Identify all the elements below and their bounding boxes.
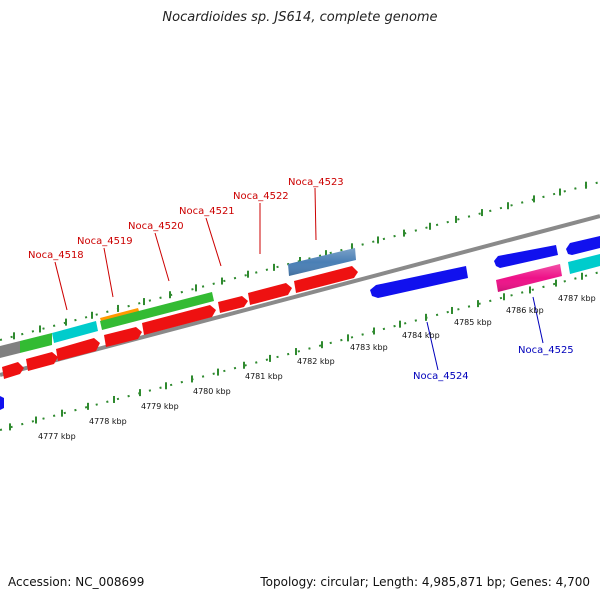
- reverse-gene-labels: Noca_4524 Noca_4525: [413, 345, 574, 382]
- tick-label: 4780 kbp: [193, 387, 231, 396]
- gene-arrow: [142, 305, 216, 335]
- gene-label-noca-4524: Noca_4524: [413, 371, 469, 382]
- gene-arrow: [248, 283, 292, 305]
- gene-label-noca-4522: Noca_4522: [233, 191, 289, 202]
- outer-major-ticks: [13, 181, 587, 340]
- gene-arrow: [370, 266, 468, 298]
- gene-arrow: [2, 362, 24, 379]
- kbp-tick-labels: 4777 kbp 4778 kbp 4779 kbp 4780 kbp 4781…: [38, 294, 596, 441]
- gene-label-noca-4525: Noca_4525: [518, 345, 574, 356]
- gene-label-noca-4523: Noca_4523: [288, 177, 344, 188]
- gene-feature-cyan-right: [568, 254, 600, 274]
- tick-label: 4782 kbp: [297, 357, 335, 366]
- gene-label-noca-4519: Noca_4519: [77, 236, 133, 247]
- outer-tick-ring: [0, 181, 600, 341]
- forward-gene-labels: Noca_4518 Noca_4519 Noca_4520 Noca_4521 …: [28, 177, 344, 261]
- tick-label: 4778 kbp: [89, 417, 127, 426]
- gene-arrow: [56, 338, 100, 361]
- gene-label-noca-4518: Noca_4518: [28, 250, 84, 261]
- tick-label: 4787 kbp: [558, 294, 596, 303]
- reverse-arrows: [0, 236, 600, 410]
- gene-feature-green: [20, 333, 52, 353]
- genome-backbone: [0, 214, 600, 377]
- gene-arrow: [218, 296, 248, 313]
- gene-arrow: [494, 245, 558, 268]
- tick-label: 4784 kbp: [402, 331, 440, 340]
- gene-arrow: [294, 266, 358, 293]
- genome-summary-text: Topology: circular; Length: 4,985,871 bp…: [260, 575, 590, 589]
- forward-features: [0, 248, 600, 358]
- inner-tick-ring: [0, 271, 600, 431]
- gene-arrow: [104, 327, 142, 347]
- gene-feature-green-long: [100, 292, 214, 330]
- forward-leaders: [54, 187, 317, 311]
- tick-label: 4785 kbp: [454, 318, 492, 327]
- accession-text: Accession: NC_008699: [8, 575, 145, 589]
- gene-arrow: [0, 396, 4, 410]
- tick-label: 4779 kbp: [141, 402, 179, 411]
- gene-label-noca-4520: Noca_4520: [128, 221, 184, 232]
- inner-major-ticks: [9, 272, 583, 431]
- tick-label: 4783 kbp: [350, 343, 388, 352]
- gene-arrow: [566, 236, 600, 255]
- tick-label: 4777 kbp: [38, 432, 76, 441]
- gene-feature-cyan: [52, 321, 98, 343]
- gene-label-noca-4521: Noca_4521: [179, 206, 235, 217]
- map-title: Nocardioides sp. JS614, complete genome: [162, 10, 438, 25]
- gene-feature-gray: [0, 341, 20, 358]
- tick-label: 4781 kbp: [245, 372, 283, 381]
- reverse-leaders: [426, 296, 544, 371]
- forward-arrows: [2, 266, 358, 379]
- gene-arrow: [26, 352, 58, 371]
- tick-label: 4786 kbp: [506, 306, 544, 315]
